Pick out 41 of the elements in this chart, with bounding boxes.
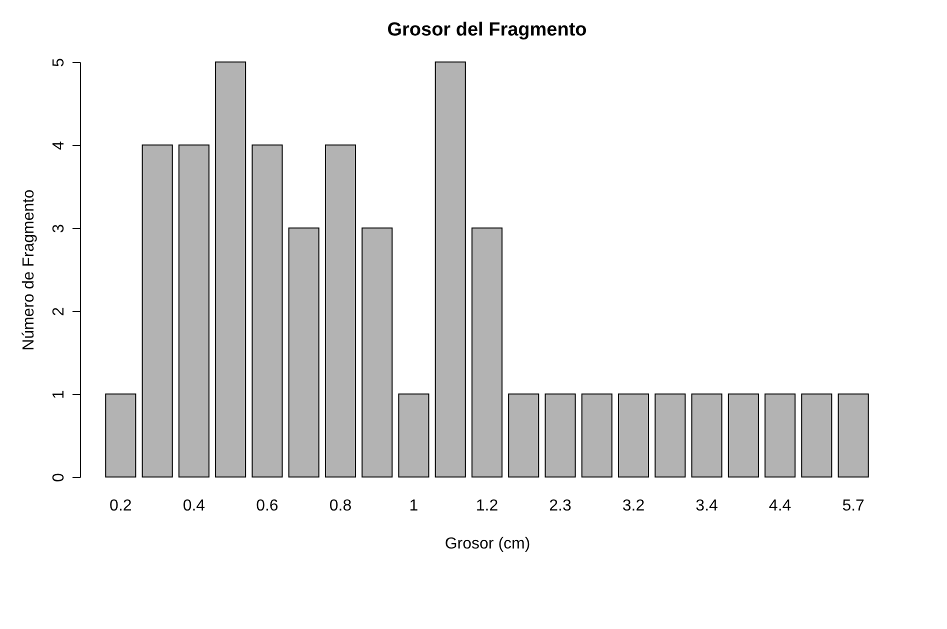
bar xyxy=(362,228,393,478)
x-tick-label: 3.4 xyxy=(696,498,718,514)
x-tick-label: 2.3 xyxy=(549,498,572,514)
bar xyxy=(288,228,320,478)
bar xyxy=(142,144,173,478)
x-tick-label: 1 xyxy=(409,498,418,514)
x-tick-label: 0.2 xyxy=(110,498,132,514)
bar xyxy=(654,394,686,478)
bar xyxy=(691,394,722,478)
bar xyxy=(398,394,430,478)
x-tick-label: 5.7 xyxy=(842,498,865,514)
bar xyxy=(544,394,576,478)
bar xyxy=(324,144,356,478)
chart-title: Grosor del Fragmento xyxy=(387,20,587,41)
bar xyxy=(838,394,869,478)
bar xyxy=(178,144,210,478)
y-tick-label: 2 xyxy=(50,306,68,316)
bar xyxy=(105,394,136,478)
y-tick-label: 0 xyxy=(50,472,68,482)
x-tick-label: 3.2 xyxy=(622,498,645,514)
bar xyxy=(728,394,759,478)
y-tick-label: 5 xyxy=(50,58,68,67)
bar xyxy=(764,394,796,478)
bar xyxy=(618,394,650,478)
bar xyxy=(215,62,246,478)
x-tick-label: 1.2 xyxy=(476,498,498,514)
bar xyxy=(252,144,283,478)
y-tick-label: 1 xyxy=(50,390,68,399)
y-tick-label: 3 xyxy=(50,224,68,233)
bar xyxy=(434,62,466,478)
y-tick-label: 4 xyxy=(50,140,68,150)
x-tick-label: 0.6 xyxy=(256,498,278,514)
x-tick-label: 0.8 xyxy=(329,498,352,514)
x-tick-label: 4.4 xyxy=(768,498,792,514)
bar xyxy=(801,394,832,478)
x-axis-title: Grosor (cm) xyxy=(444,536,530,552)
bar xyxy=(471,228,503,478)
y-axis-title: Número de Fragmento xyxy=(20,189,38,350)
bar xyxy=(508,394,540,478)
x-tick-label: 0.4 xyxy=(182,498,206,514)
bar xyxy=(581,394,612,478)
